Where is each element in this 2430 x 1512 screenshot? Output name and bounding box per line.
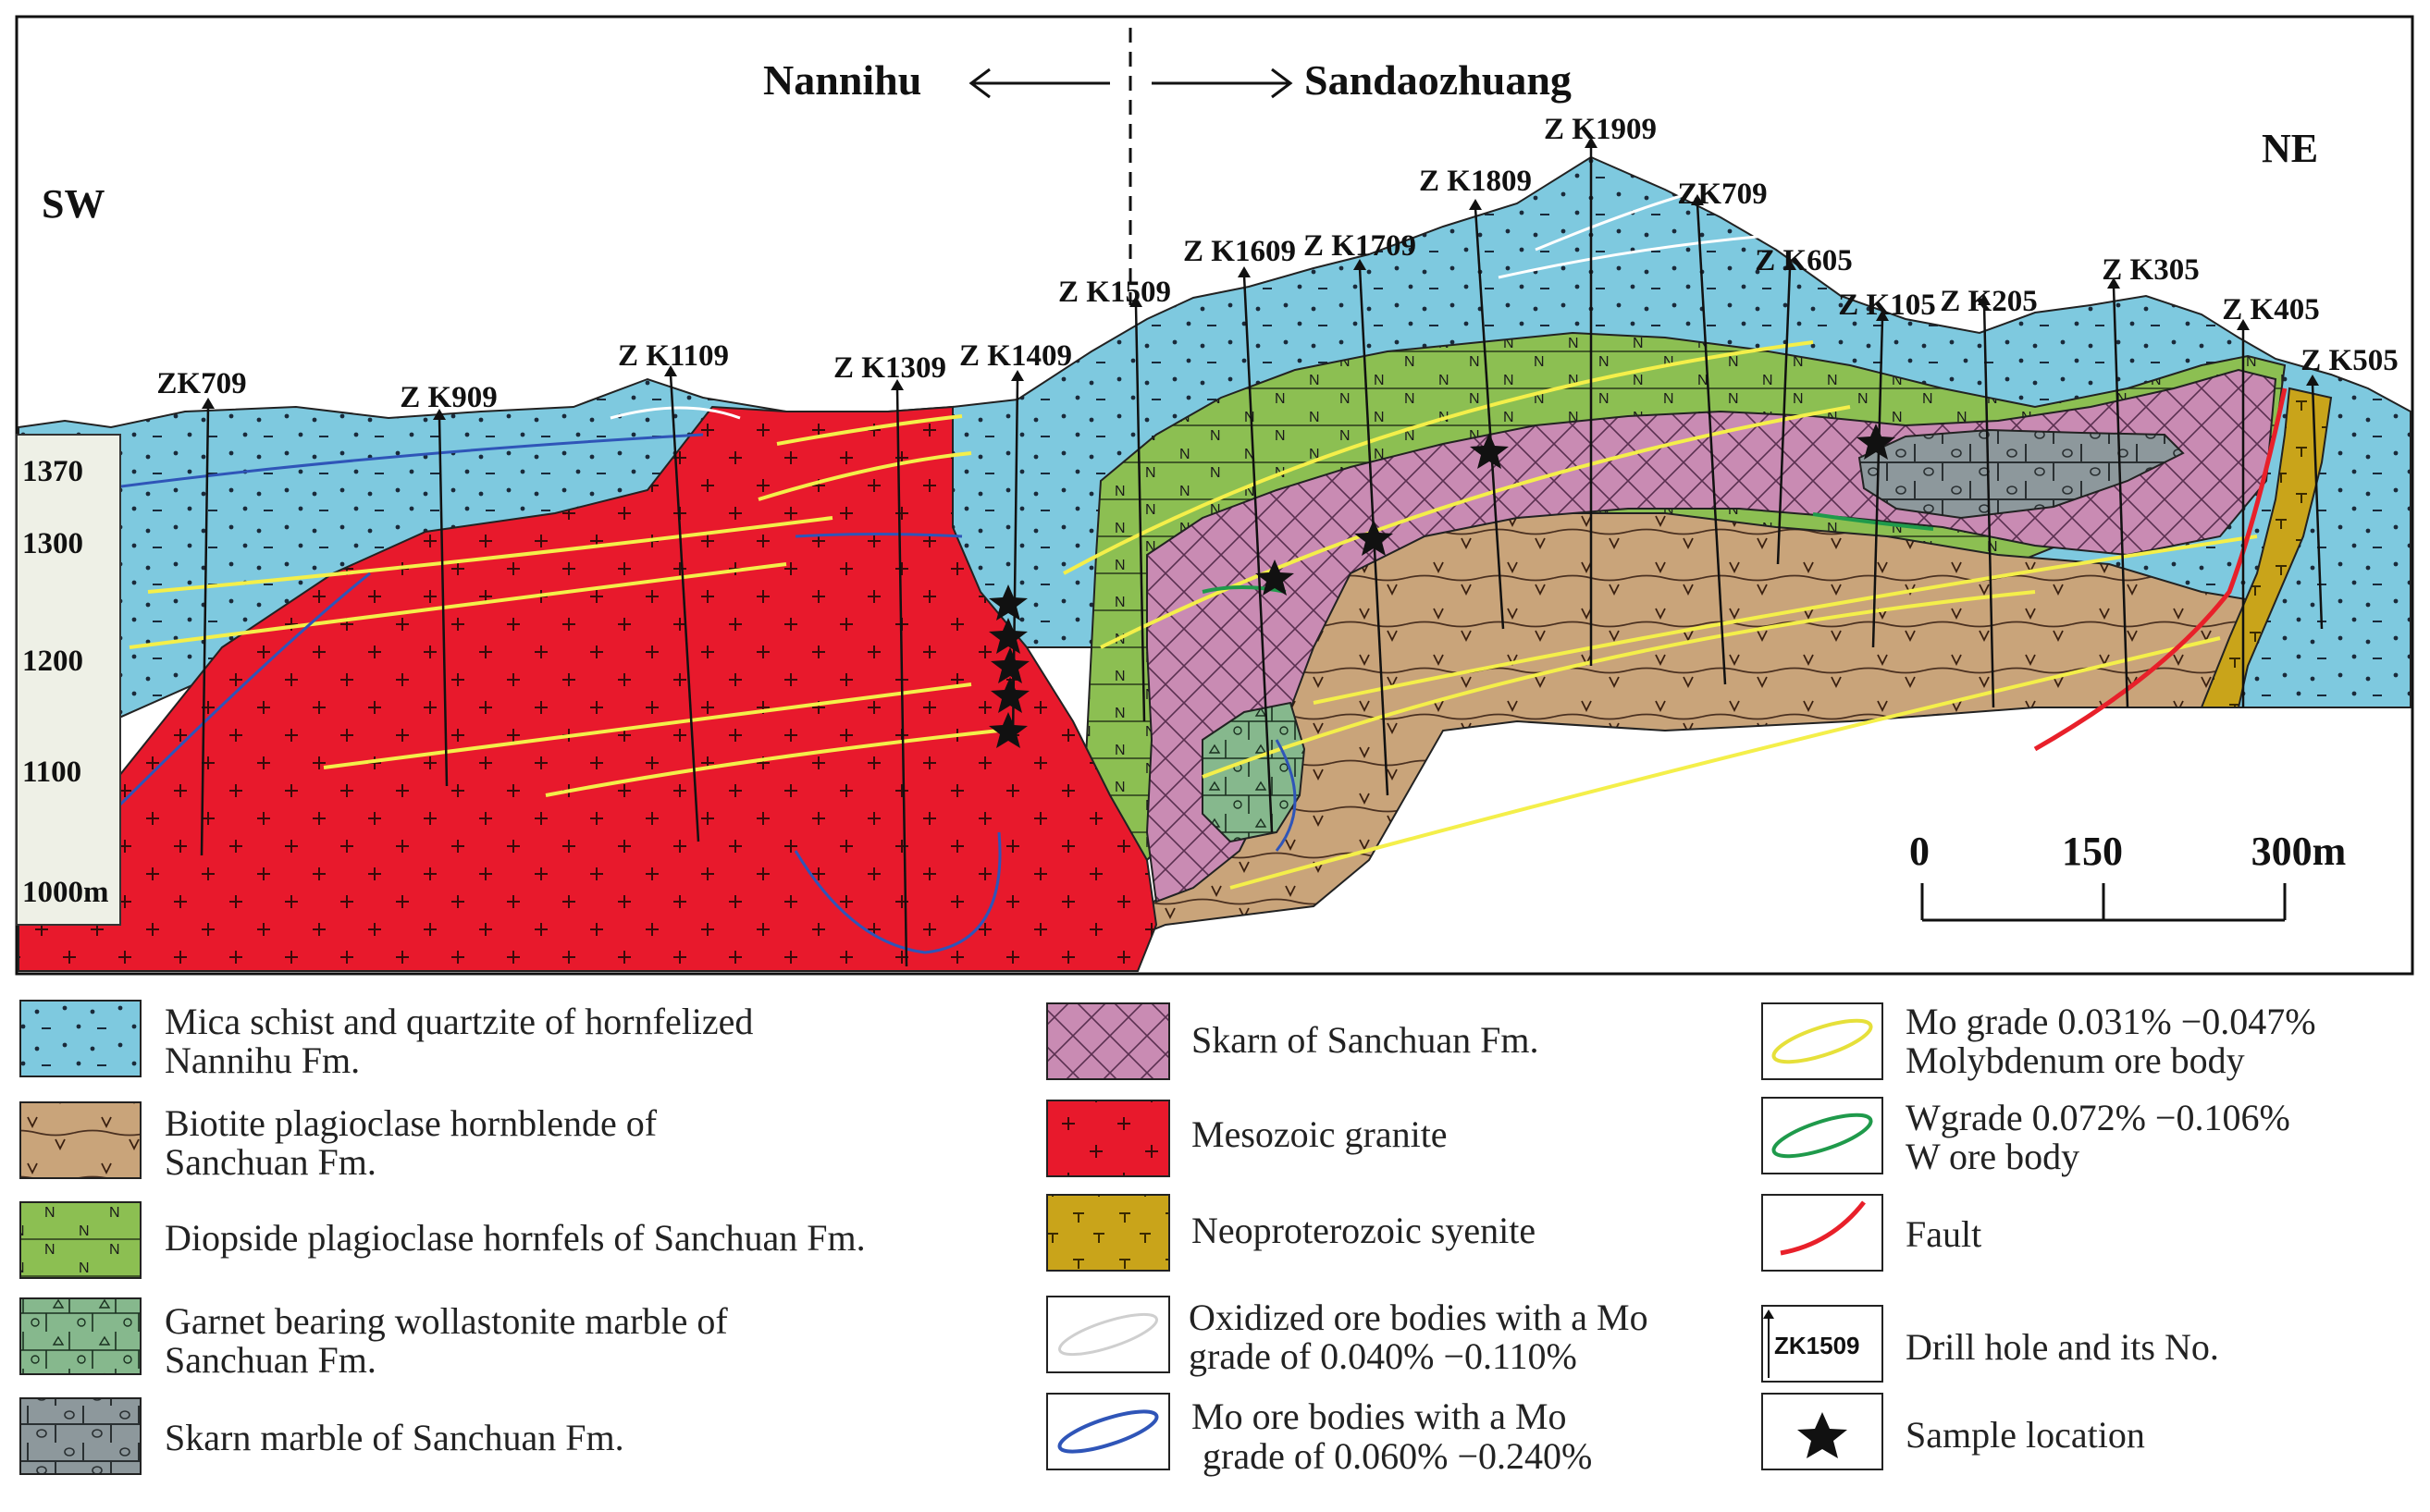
- legend-swatch-fault: [1761, 1194, 1883, 1272]
- legend-text-syenite: Neoproterozoic syenite: [1191, 1210, 1536, 1251]
- legend-swatch-mo-grade: [1761, 1002, 1883, 1080]
- elev-1100: 1100: [22, 756, 81, 789]
- direction-right-label: Sandaozhuang: [1304, 56, 1572, 104]
- drill-label-16: Z K405: [2222, 293, 2319, 326]
- unit-neoproterozoic-syenite: [2200, 387, 2333, 708]
- legend-swatch-biotite: [19, 1101, 142, 1179]
- legend-text-drill: Drill hole and its No.: [1906, 1326, 2219, 1368]
- drill-label-4: Z K1309: [833, 351, 946, 385]
- mo-high-ore-bodies: [92, 433, 1297, 954]
- sample-star: [989, 618, 1028, 654]
- legend-swatch-sample: [1761, 1393, 1883, 1470]
- drill-label-14: Z K205: [1940, 285, 2037, 318]
- legend-text-biotite-1: Biotite plagioclase hornblende of: [165, 1102, 658, 1144]
- legend-text-mo-high-1: Mo ore bodies with a Mo: [1191, 1395, 1567, 1437]
- unit-skarn-marble: [1857, 428, 2185, 520]
- legend-swatch-drill: ZK1509: [1761, 1305, 1883, 1383]
- legend-text-oxidized-1: Oxidized ore bodies with a Mo: [1189, 1297, 1648, 1338]
- drill-label-9: Z K1809: [1419, 165, 1532, 198]
- scale-bar: 0 150 300m: [1909, 829, 2347, 922]
- sample-star: [991, 677, 1030, 713]
- legend-swatch-skarn: [1046, 1002, 1170, 1080]
- legend-text-garnet-2: Sanchuan Fm.: [165, 1339, 376, 1381]
- legend-text-w-grade-1: Wgrade 0.072% −0.106%: [1906, 1097, 2290, 1138]
- sample-star: [989, 712, 1028, 748]
- elev-1000: 1000m: [22, 876, 109, 909]
- legend-swatch-w-grade: [1761, 1097, 1883, 1174]
- drill-holes: [200, 146, 2324, 967]
- w-ore-bodies: [1202, 512, 1934, 594]
- sample-star: [989, 584, 1028, 621]
- legend-text-sample: Sample location: [1906, 1414, 2145, 1456]
- arrow-right-icon: [1152, 68, 1293, 99]
- legend-text-biotite-2: Sanchuan Fm.: [165, 1141, 376, 1183]
- drill-label-8: Z K1709: [1303, 229, 1416, 263]
- sample-locations: [989, 424, 1895, 748]
- legend-swatch-skarn-marble: [19, 1397, 142, 1475]
- drill-label-7: Z K1609: [1183, 235, 1296, 268]
- legend-text-skarn: Skarn of Sanchuan Fm.: [1191, 1019, 1539, 1061]
- drill-label-1: ZK709: [156, 367, 246, 400]
- drill-label-12: Z K605: [1755, 244, 1852, 277]
- legend-text-diopside: Diopside plagioclase hornfels of Sanchua…: [165, 1217, 866, 1259]
- unit-mesozoic-granite: [18, 405, 1158, 972]
- legend-swatch-granite: [1046, 1100, 1170, 1177]
- legend-text-skarn-marble: Skarn marble of Sanchuan Fm.: [165, 1417, 624, 1458]
- arrow-left-icon: [968, 68, 1110, 99]
- legend-text-mo-grade-1: Mo grade 0.031% −0.047%: [1906, 1001, 2316, 1042]
- elev-1200: 1200: [22, 645, 83, 678]
- scale-label-0: 0: [1909, 829, 1930, 874]
- scale-label-150: 150: [2062, 829, 2123, 874]
- drill-hole-labels: ZK709 Z K909 Z K1109 Z K1309 Z K1409 Z K…: [156, 113, 2398, 414]
- legend-text-mica-2: Nannihu Fm.: [165, 1039, 360, 1081]
- legend-text-mica-1: Mica schist and quartzite of hornfelized: [165, 1001, 753, 1042]
- oxidized-ore-bodies: [610, 183, 1832, 420]
- legend-text-fault: Fault: [1906, 1213, 1981, 1255]
- unit-garnet-marble: [1202, 701, 1306, 843]
- sample-star-icon: [1797, 1412, 1847, 1458]
- legend-text-oxidized-2: grade of 0.040% −0.110%: [1189, 1335, 1577, 1377]
- drill-label-13: Z K105: [1838, 289, 1935, 322]
- legend-swatch-mica: [19, 1000, 142, 1077]
- drill-label-10: Z K1909: [1544, 113, 1657, 146]
- legend-swatch-syenite: [1046, 1194, 1170, 1272]
- legend-swatch-oxidized: [1046, 1296, 1170, 1373]
- sample-star: [1255, 559, 1294, 596]
- sample-star: [1470, 433, 1509, 469]
- legend-swatch-diopside: [19, 1201, 142, 1279]
- scale-label-300: 300m: [2251, 829, 2347, 874]
- legend: Mica schist and quartzite of hornfelized…: [19, 1000, 2316, 1477]
- drill-label-15: Z K305: [2102, 253, 2199, 287]
- drill-label-11: ZK709: [1677, 178, 1767, 211]
- elevation-axis: 1370 1300 1200 1100 1000m: [16, 434, 121, 926]
- sample-star: [1856, 424, 1895, 460]
- fault-line: [2033, 387, 2288, 752]
- drill-label-2: Z K909: [400, 381, 497, 414]
- elev-1370: 1370: [22, 455, 83, 488]
- drill-hole-arrows: [202, 137, 2319, 420]
- legend-text-granite: Mesozoic granite: [1191, 1113, 1448, 1155]
- drill-label-5: Z K1409: [959, 339, 1072, 373]
- legend-text-garnet-1: Garnet bearing wollastonite marble of: [165, 1300, 728, 1342]
- legend-text-w-grade-2: W ore body: [1906, 1136, 2079, 1177]
- direction-left-label: Nannihu: [763, 56, 921, 104]
- sample-star: [991, 647, 1030, 683]
- legend-text-mo-grade-2: Molybdenum ore body: [1906, 1039, 2245, 1081]
- legend-text-mo-high-2: grade of 0.060% −0.240%: [1203, 1435, 1592, 1477]
- orientation-ne: NE: [2262, 126, 2318, 171]
- elev-1300: 1300: [22, 527, 83, 560]
- drill-label-17: Z K505: [2300, 344, 2398, 377]
- legend-swatch-mo-high: [1046, 1393, 1170, 1470]
- drill-label-6: Z K1509: [1058, 276, 1171, 309]
- legend-swatch-garnet: [19, 1297, 142, 1375]
- orientation-sw: SW: [42, 181, 105, 227]
- drill-label-3: Z K1109: [618, 339, 729, 373]
- sample-star: [1354, 520, 1393, 556]
- legend-drill-icon-label: ZK1509: [1774, 1332, 1860, 1359]
